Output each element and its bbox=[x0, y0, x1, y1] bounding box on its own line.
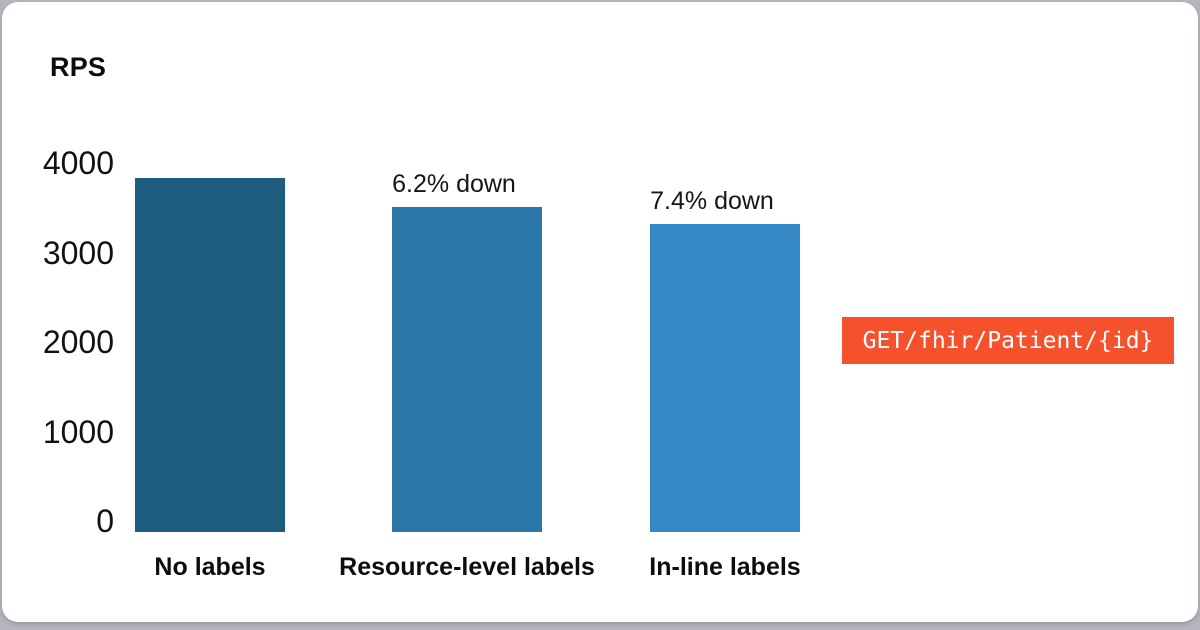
bar-annotation: 7.4% down bbox=[650, 187, 774, 216]
y-tick-label: 4000 bbox=[42, 145, 114, 181]
y-tick-label: 1000 bbox=[42, 413, 114, 450]
x-axis-label: No labels bbox=[154, 553, 266, 581]
bar-1 bbox=[392, 207, 542, 532]
bar-2 bbox=[650, 224, 800, 532]
y-tick-label: 3000 bbox=[42, 234, 114, 271]
bar-0 bbox=[135, 178, 285, 532]
y-tick-label: 2000 bbox=[42, 324, 114, 360]
chart-title: RPS bbox=[50, 52, 107, 82]
x-axis-label: Resource-level labels bbox=[339, 553, 595, 581]
y-tick-label: 0 bbox=[96, 503, 114, 539]
endpoint-badge: GET/fhir/Patient/{id} bbox=[842, 317, 1174, 364]
bar-annotation: 6.2% down bbox=[392, 170, 516, 199]
endpoint-badge-label: GET/fhir/Patient/{id} bbox=[862, 327, 1154, 354]
x-axis-label: In-line labels bbox=[649, 553, 801, 581]
